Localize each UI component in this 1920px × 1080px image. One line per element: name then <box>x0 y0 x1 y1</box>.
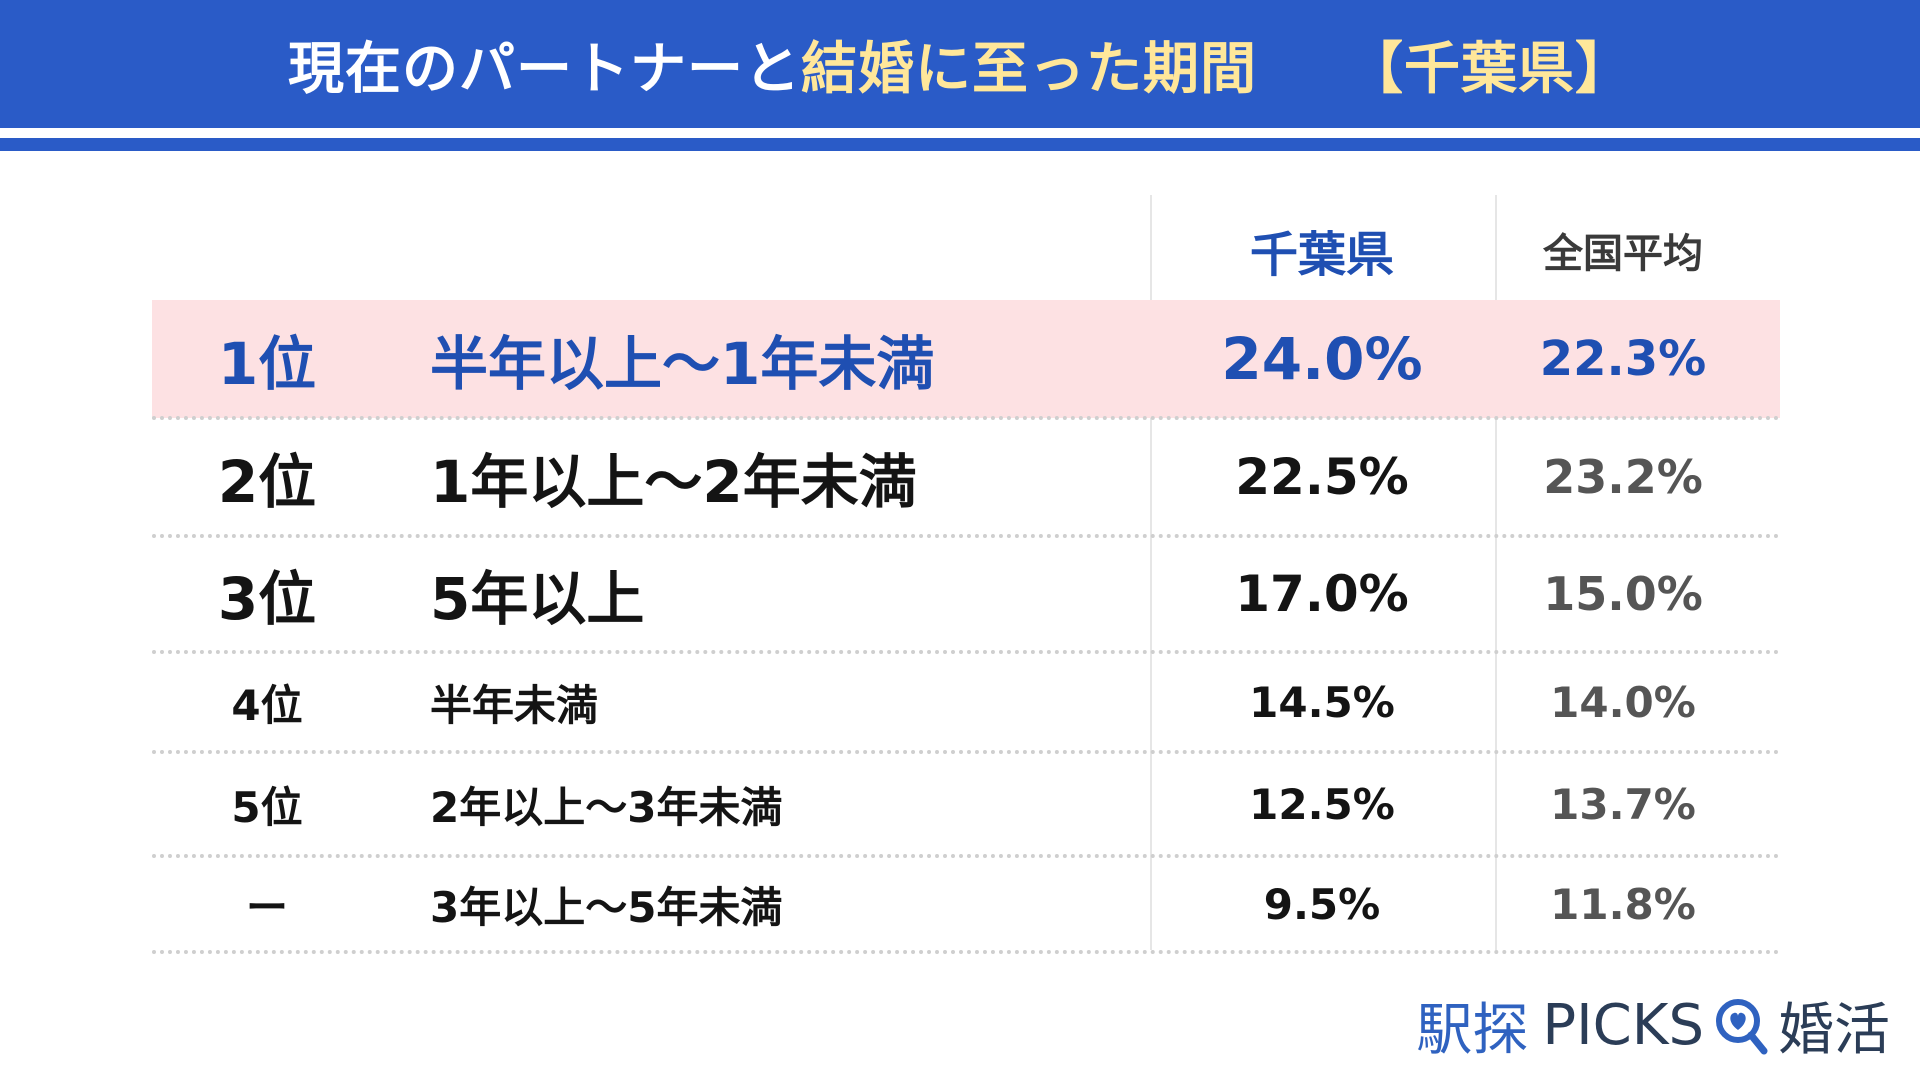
column-header-prefecture: 千葉県 <box>1249 227 1394 283</box>
column-divider-national <box>1495 195 1497 950</box>
column-header-national: 全国平均 <box>1543 231 1703 277</box>
logo-station-text: 駅探 <box>1416 997 1529 1063</box>
national-value: 23.2% <box>1543 450 1703 504</box>
rank-cell: 2位 <box>217 448 317 516</box>
column-divider-prefecture <box>1150 195 1152 950</box>
row-separator <box>152 650 1780 654</box>
title-banner <box>0 0 1920 128</box>
prefecture-value: 14.5% <box>1249 677 1395 727</box>
title-part2: 結婚に至った期間 <box>801 36 1257 102</box>
prefecture-value: 17.0% <box>1235 565 1409 623</box>
duration-label: 半年以上〜1年未満 <box>430 330 935 398</box>
rank-cell: 1位 <box>217 330 317 398</box>
duration-label: 5年以上 <box>430 565 645 633</box>
table-row: 4位 半年未満 14.5% 14.0% <box>152 652 1780 754</box>
logo-picks-text: PICKS <box>1542 992 1704 1058</box>
national-value: 13.7% <box>1550 779 1696 829</box>
page-title: 現在のパートナーと 結婚に至った期間 【千葉県】 <box>0 0 1920 128</box>
table-row: ー 3年以上〜5年未満 9.5% 11.8% <box>152 856 1780 954</box>
rank-cell: 5位 <box>231 782 303 832</box>
duration-label: 1年以上〜2年未満 <box>430 448 917 516</box>
prefecture-value: 12.5% <box>1249 779 1395 829</box>
logo-konkatsu-text: 婚活 <box>1778 997 1890 1063</box>
table-row: 5位 2年以上〜3年未満 12.5% 13.7% <box>152 752 1780 858</box>
row-separator <box>152 534 1780 538</box>
rank-cell: 4位 <box>231 680 303 730</box>
duration-label: 2年以上〜3年未満 <box>430 782 783 832</box>
title-region: 【千葉県】 <box>1347 36 1632 102</box>
national-value: 11.8% <box>1550 879 1696 929</box>
duration-label: 半年未満 <box>430 680 599 730</box>
duration-label: 3年以上〜5年未満 <box>430 882 783 932</box>
national-value: 14.0% <box>1550 677 1696 727</box>
rank-cell: 3位 <box>217 565 317 633</box>
national-value: 15.0% <box>1543 567 1703 621</box>
table-row: 2位 1年以上〜2年未満 22.5% 23.2% <box>152 418 1780 538</box>
magnifier-heart-icon <box>1714 995 1768 1055</box>
prefecture-value: 22.5% <box>1235 448 1409 506</box>
table-row: 3位 5年以上 17.0% 15.0% <box>152 536 1780 654</box>
prefecture-value: 9.5% <box>1263 879 1381 929</box>
row-separator <box>152 950 1780 954</box>
title-part1: 現在のパートナーと <box>288 36 801 102</box>
rank-cell: ー <box>245 882 288 932</box>
national-value: 22.3% <box>1539 331 1707 387</box>
prefecture-value: 24.0% <box>1221 325 1423 393</box>
table-row: 1位 半年以上〜1年未満 24.0% 22.3% <box>152 300 1780 420</box>
row-separator <box>152 854 1780 858</box>
row-separator <box>152 750 1780 754</box>
brand-logo: 駅探 PICKS 婚活 <box>1416 990 1890 1063</box>
row-separator <box>152 416 1780 420</box>
banner-underline <box>0 138 1920 151</box>
